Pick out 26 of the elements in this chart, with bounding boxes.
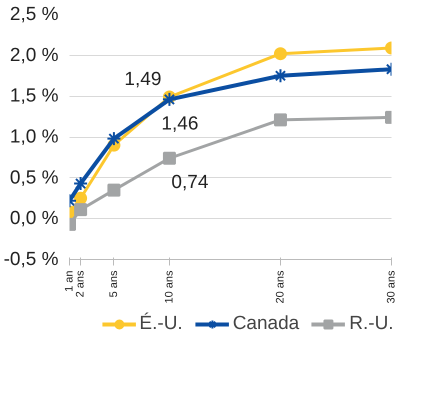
x-tick-label: 5 ans	[108, 270, 120, 298]
y-tick-label: 0,5 %	[10, 167, 59, 188]
point	[162, 92, 177, 107]
y-tick-label: -0,5 %	[4, 249, 59, 270]
legend-label: Canada	[232, 313, 300, 335]
x-tick-label: 2 ans	[74, 270, 87, 298]
point	[106, 131, 122, 146]
y-tick-label: 1,5 %	[10, 86, 59, 107]
x-tick-label: 10 ans	[163, 270, 176, 304]
y-tick-label: 2,5 %	[10, 4, 59, 25]
y-tick-label: 0,0 %	[10, 208, 59, 230]
x-tick-label: 30 ans	[386, 270, 398, 304]
point	[74, 192, 88, 205]
point	[107, 184, 120, 197]
data-label: 1,49	[124, 68, 162, 90]
point	[162, 152, 176, 165]
y-tick-label: 2,0 %	[10, 44, 59, 66]
point	[73, 176, 88, 192]
x-tick-label: 20 ans	[274, 270, 286, 304]
data-label: 1,46	[161, 113, 198, 134]
x-tick-label: 1 an	[64, 270, 76, 292]
y-tick-label: 1,0 %	[10, 126, 59, 148]
legend-label: É.-U.	[139, 313, 183, 335]
legend-label: R.-U.	[349, 313, 394, 335]
data-label: 0,74	[171, 172, 209, 194]
point	[74, 203, 88, 216]
